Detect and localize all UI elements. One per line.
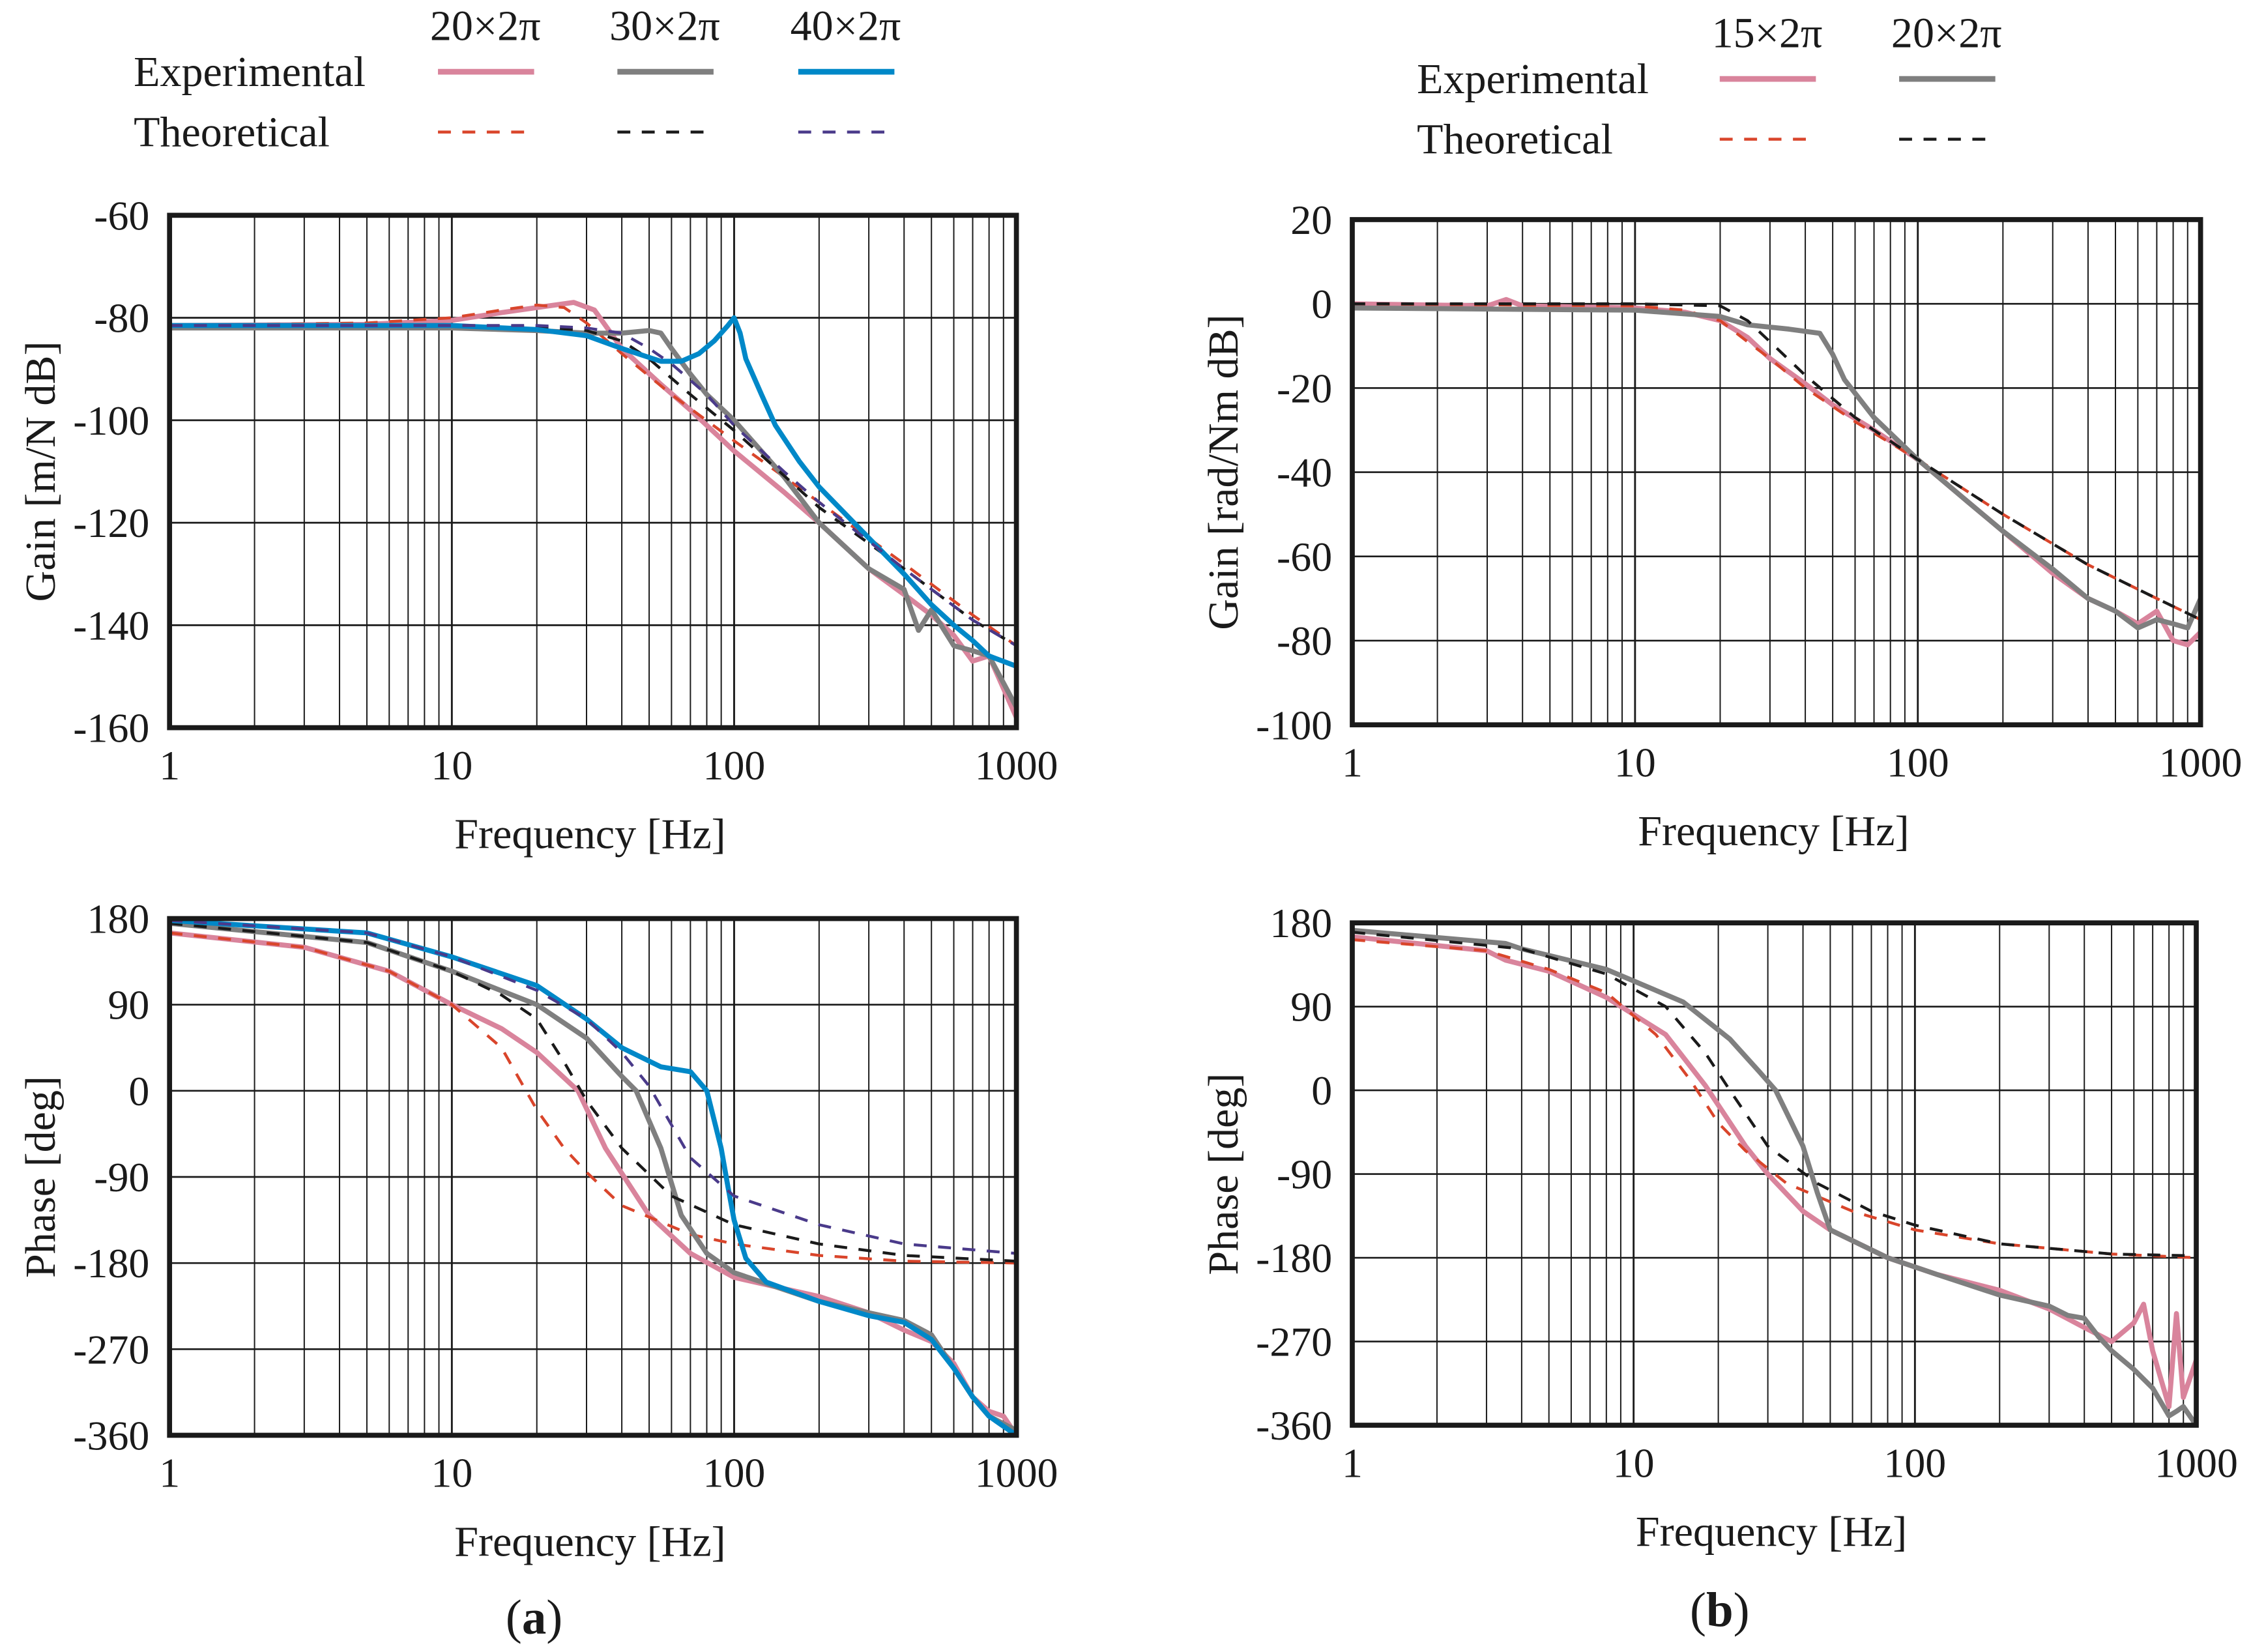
y-tick-label: 90 [1290,984,1332,1030]
y-tick-label: -60 [94,192,149,239]
x-axis-label: Frequency [Hz] [1638,807,1909,855]
series-line-solid [169,918,1018,1438]
legend-column-label: 30×2π [609,3,720,50]
y-tick-label: -80 [94,295,149,341]
series-line-solid [169,325,1019,708]
y-tick-label: -120 [73,500,149,546]
y-tick-label: 20 [1290,197,1332,243]
series-line-dashed [169,919,1017,1255]
y-tick-label: 180 [1270,900,1332,946]
y-tick-label: -180 [73,1240,149,1286]
y-tick-label: -140 [73,602,149,648]
y-tick-label: 0 [128,1068,149,1114]
x-tick-label: 100 [1883,1440,1946,1486]
legend-a: Experimental Theoretical 20×2π 30×2π 40×2π [134,3,901,156]
y-tick-label: 0 [1311,281,1332,327]
x-tick-label: 1 [1342,740,1363,786]
y-tick-label: -80 [1277,618,1332,664]
x-tick-label: 10 [431,742,472,789]
panel-label-b: (b) [1690,1583,1750,1637]
y-tick-label: 90 [108,982,149,1028]
y-tick-label: -180 [1256,1235,1332,1281]
series-line-dashed [1352,302,2201,621]
panel-label-a: (a) [506,1590,562,1644]
y-tick-label: -360 [1256,1402,1332,1449]
legend-row-label: Experimental [1417,55,1649,103]
y-axis-label: Phase [deg] [17,1076,65,1278]
x-tick-label: 1 [159,742,180,789]
legend-row-label: Experimental [134,48,366,96]
x-tick-label: 1 [159,1450,180,1496]
series-line-dashed [169,921,1017,1263]
x-tick-label: 1 [1342,1440,1363,1486]
y-tick-label: -60 [1277,534,1332,580]
x-tick-label: 10 [1614,740,1656,786]
x-axis-label: Frequency [Hz] [454,1518,725,1565]
y-axis-label: Phase [deg] [1200,1073,1247,1275]
legend-row-label: Theoretical [134,109,330,156]
y-tick-label: -100 [1256,702,1332,748]
legend-column-label: 40×2π [791,3,901,50]
series-line-dashed [1352,931,2197,1258]
y-tick-label: -160 [73,705,149,751]
series-line-solid [169,315,1017,669]
y-axis-label: Gain [rad/Nm dB] [1200,314,1247,630]
x-tick-label: 1000 [975,1450,1058,1496]
series-line-dashed [169,303,1017,647]
plot-frame [1350,920,2199,1428]
y-tick-label: -270 [73,1326,149,1372]
legend-column-label: 20×2π [1891,10,2002,57]
series-line-dashed [169,324,1017,647]
series-line-solid [1352,305,2203,631]
legend-column-label: 20×2π [430,3,541,50]
y-axis-label: Gain [m/N dB] [17,341,65,601]
x-tick-label: 1000 [975,742,1058,789]
legend-row-label: Theoretical [1417,116,1613,164]
y-tick-label: 180 [87,896,150,942]
y-tick-label: -90 [94,1154,149,1200]
y-tick-label: -270 [1256,1319,1332,1365]
legend-column-label: 15×2π [1712,10,1823,57]
x-tick-label: 100 [703,742,766,789]
series-line-dashed [1352,938,2197,1260]
plot-frame [167,916,1019,1438]
series-line-solid [1352,927,2199,1427]
series-line-dashed [1352,302,2201,621]
legend-b: Experimental Theoretical 15×2π 20×2π [1417,10,2002,164]
plot-frame [167,212,1019,731]
x-axis-label: Frequency [Hz] [1636,1508,1907,1556]
series-line-dashed [169,324,1017,647]
x-tick-label: 100 [1887,740,1949,786]
series-line-solid [169,300,1019,719]
plot-frame [1350,217,2203,728]
series-line-solid [169,930,1019,1437]
y-tick-label: -20 [1277,365,1332,411]
y-tick-label: -100 [73,398,149,444]
y-tick-label: 0 [1311,1067,1332,1114]
x-tick-label: 1000 [2155,1440,2238,1486]
x-tick-label: 10 [431,1450,472,1496]
y-tick-label: -360 [73,1412,149,1458]
x-tick-label: 1000 [2159,740,2243,786]
x-tick-label: 10 [1613,1440,1655,1486]
x-tick-label: 100 [703,1450,766,1496]
series-line-dashed [169,931,1017,1265]
x-axis-label: Frequency [Hz] [454,811,725,858]
y-tick-label: -90 [1277,1152,1332,1198]
y-tick-label: -40 [1277,450,1332,496]
